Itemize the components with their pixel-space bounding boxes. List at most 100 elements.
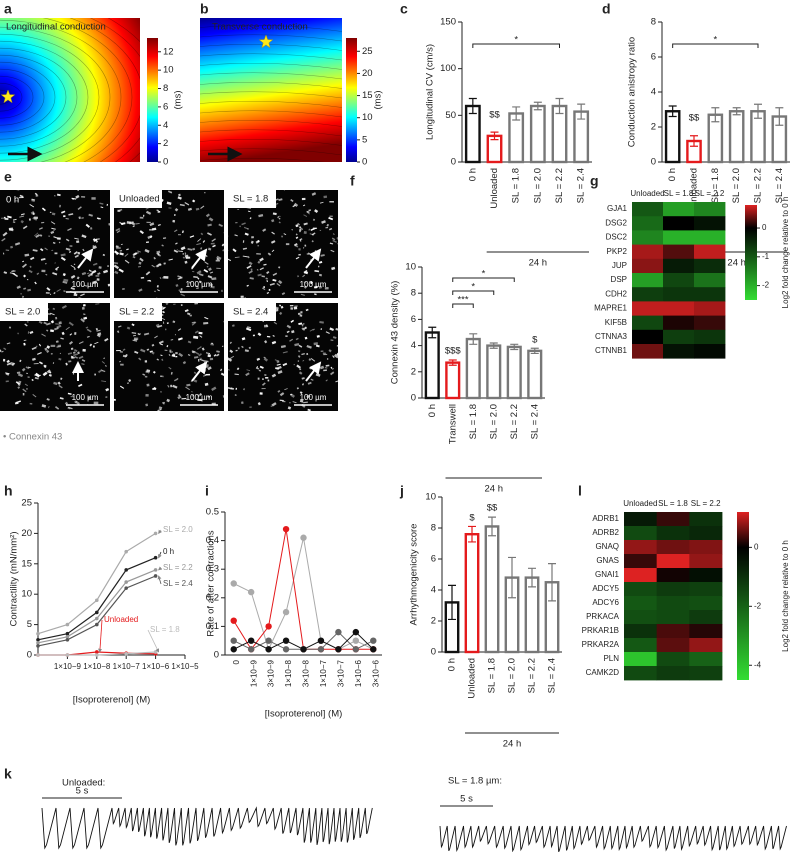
punctum (311, 192, 317, 196)
isochrone (0, 68, 45, 126)
punctum (306, 253, 309, 255)
punctum (196, 270, 202, 275)
y-tick-label: 10 (405, 262, 416, 273)
punctum (301, 197, 306, 201)
heatmap-cell (663, 230, 695, 245)
punctum (307, 381, 312, 385)
y-tick-label: 4 (651, 87, 656, 98)
heatmap-cell (694, 315, 726, 331)
error-bar (512, 106, 521, 121)
colorbar-tick-label: -2 (762, 281, 770, 290)
punctum (292, 179, 296, 183)
punctum (210, 343, 215, 346)
error-bar (468, 97, 477, 115)
punctum (147, 300, 151, 303)
punctum (31, 357, 36, 361)
punctum (54, 262, 56, 264)
punctum (70, 287, 76, 291)
punctum (118, 325, 122, 328)
punctum (16, 371, 21, 374)
punctum (177, 395, 182, 400)
punctum (222, 395, 225, 398)
punctum (154, 335, 158, 339)
punctum (189, 281, 192, 284)
punctum (70, 264, 76, 269)
punctum (124, 353, 128, 358)
isochrone (0, 47, 78, 147)
bar (465, 337, 481, 400)
punctum (304, 244, 307, 247)
label-box (228, 303, 276, 321)
punctum (266, 280, 269, 283)
punctum (81, 271, 87, 276)
punctum (36, 345, 38, 347)
punctum (132, 252, 138, 257)
heatmap-cell (624, 540, 658, 555)
punctum (177, 275, 182, 279)
punctum (199, 335, 203, 338)
punctum (12, 218, 17, 221)
punctum (131, 323, 135, 327)
punctum (175, 284, 179, 287)
punctum (163, 275, 169, 279)
punctum (270, 405, 273, 407)
punctum (92, 244, 95, 248)
y-tick-label: 0 (411, 393, 416, 404)
punctum (73, 348, 78, 352)
punctum (320, 328, 323, 330)
punctum (92, 262, 98, 266)
punctum (178, 289, 181, 292)
micrograph-label: 0 h (6, 195, 19, 206)
punctum (308, 358, 312, 361)
punctum (298, 344, 303, 348)
punctum (265, 176, 270, 180)
scale-label: 100 µm (72, 280, 99, 289)
punctum (324, 287, 329, 290)
x-axis-label: [Isoproterenol] (M) (73, 695, 151, 706)
x-tick-label: SL = 2.0 (731, 168, 742, 203)
punctum (130, 221, 136, 226)
x-tick-label: SL = 2.2 (753, 168, 764, 203)
data-point (247, 637, 255, 644)
punctum (89, 343, 93, 347)
punctum (25, 366, 30, 370)
punctum (145, 271, 151, 276)
punctum (275, 307, 279, 310)
punctum (325, 364, 330, 367)
punctum (235, 387, 238, 390)
punctum (5, 372, 10, 376)
row-label: DSC2 (606, 233, 628, 242)
punctum (179, 203, 185, 207)
heatmap-cell (624, 512, 658, 527)
punctum (81, 359, 86, 362)
heatmap-cell (624, 582, 658, 597)
data-point (300, 646, 307, 653)
punctum (232, 324, 235, 327)
punctum (73, 267, 76, 270)
punctum (17, 386, 21, 389)
punctum (48, 371, 52, 374)
x-tick-label: 1×10−8 (284, 659, 293, 687)
colorbar-tick-label: 15 (362, 90, 373, 101)
bar (750, 110, 766, 164)
punctum (166, 322, 169, 325)
label-box (114, 303, 162, 321)
punctum (96, 217, 101, 220)
isochrones (0, 18, 140, 162)
punctum (128, 378, 132, 382)
punctum (293, 363, 295, 366)
punctum (194, 302, 199, 305)
punctum (107, 265, 109, 267)
data-point (317, 646, 325, 653)
bar (484, 525, 500, 654)
punctum (323, 353, 328, 356)
punctum (5, 380, 9, 383)
punctum (265, 377, 269, 379)
data-point (36, 638, 40, 642)
y-tick-label: 0.1 (206, 621, 219, 632)
punctum (322, 352, 326, 355)
punctum (298, 226, 302, 229)
isochrone (200, 100, 342, 108)
punctum (208, 283, 214, 287)
error-bar (508, 556, 516, 599)
